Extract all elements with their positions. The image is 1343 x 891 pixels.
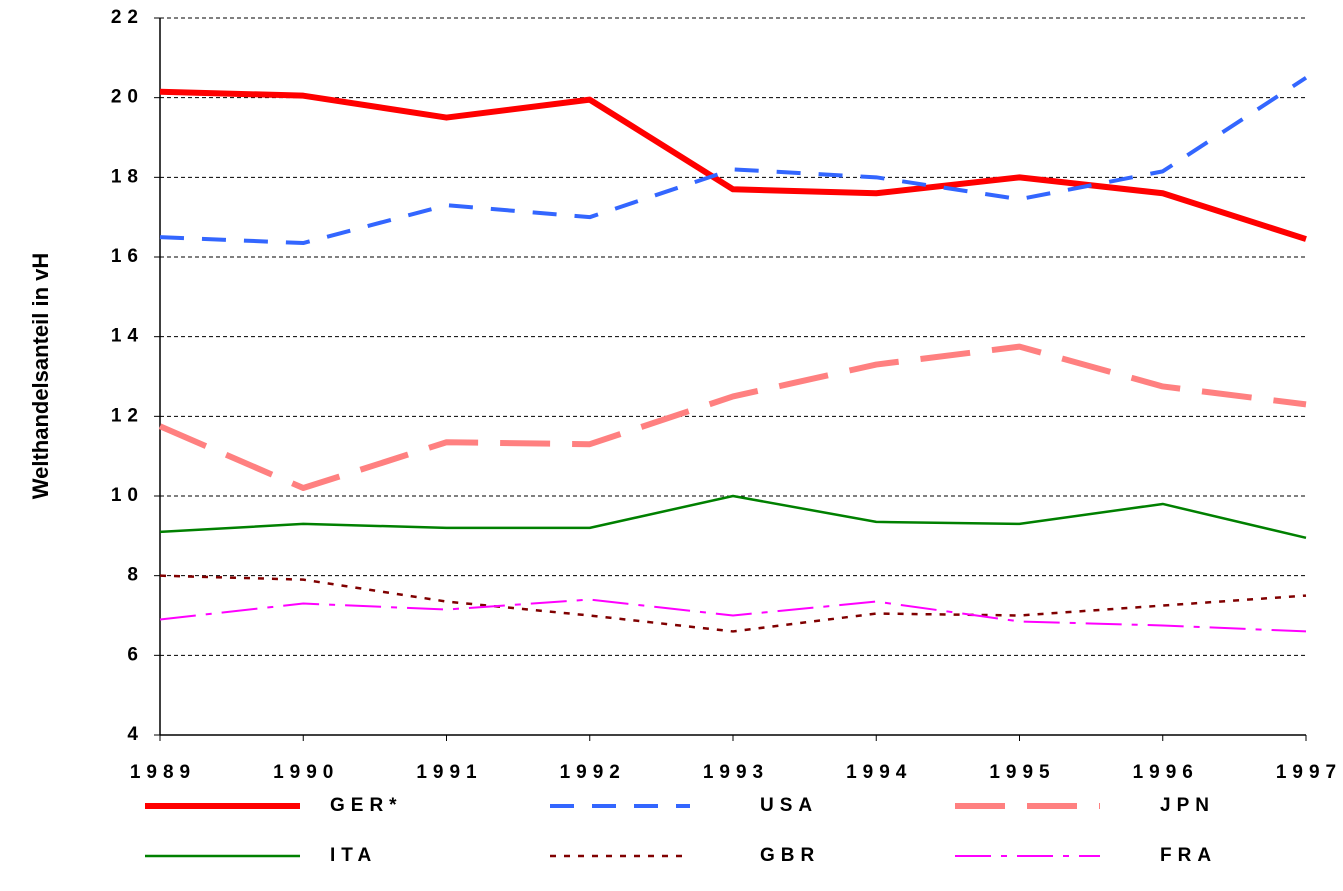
y-tick-label: 16 <box>111 246 144 267</box>
y-tick-label: 22 <box>111 7 144 28</box>
y-axis-label: Welthandelsanteil in vH <box>28 253 53 500</box>
series-line <box>159 88 1307 242</box>
y-tick-label: 12 <box>111 405 144 426</box>
x-tick-label: 1995 <box>989 762 1055 783</box>
y-tick-label: 20 <box>111 87 144 108</box>
legend-label: ITA <box>330 845 377 866</box>
series-line <box>159 574 1307 633</box>
series-line <box>158 343 1307 492</box>
x-tick-label: 1989 <box>130 762 196 783</box>
series-line <box>159 76 1308 246</box>
y-tick-label: 4 <box>127 724 144 745</box>
y-tick-label: 10 <box>111 485 144 506</box>
y-tick-label: 6 <box>127 644 144 665</box>
x-tick-label: 1994 <box>846 762 912 783</box>
series-line <box>159 598 1307 633</box>
legend-label: GBR <box>760 845 820 866</box>
legend-label: FRA <box>1160 845 1217 866</box>
legend-label: JPN <box>1160 795 1215 816</box>
series-line <box>159 494 1307 540</box>
y-tick-label: 8 <box>127 565 144 586</box>
x-tick-label: 1990 <box>273 762 339 783</box>
x-tick-label: 1993 <box>703 762 769 783</box>
y-tick-label: 14 <box>111 326 144 347</box>
legend-label: GER* <box>330 795 403 816</box>
x-tick-label: 1997 <box>1276 762 1342 783</box>
legend-label: USA <box>760 795 818 816</box>
x-tick-label: 1991 <box>416 762 482 783</box>
y-tick-label: 18 <box>111 166 144 187</box>
x-tick-label: 1996 <box>1133 762 1199 783</box>
x-tick-label: 1992 <box>560 762 626 783</box>
